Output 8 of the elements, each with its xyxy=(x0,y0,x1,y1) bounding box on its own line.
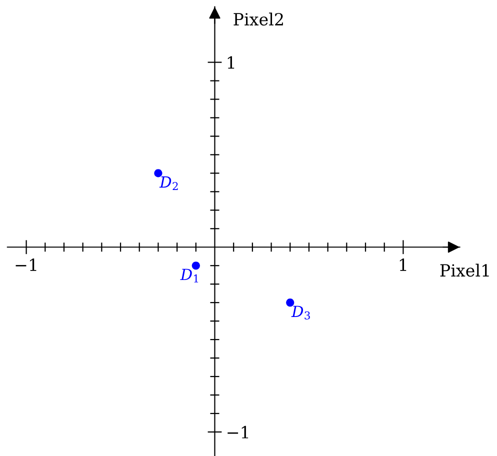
annotation: D$_{1}$ xyxy=(180,268,198,282)
point xyxy=(154,169,162,178)
x-axis-title: Pixel1 xyxy=(440,264,489,277)
point xyxy=(286,298,294,307)
annotation: D$_{3}$ xyxy=(291,306,310,320)
point xyxy=(192,262,200,270)
y-axis-title: Pixel2 xyxy=(234,12,283,26)
annotation: D$_{2}$ xyxy=(159,176,178,190)
